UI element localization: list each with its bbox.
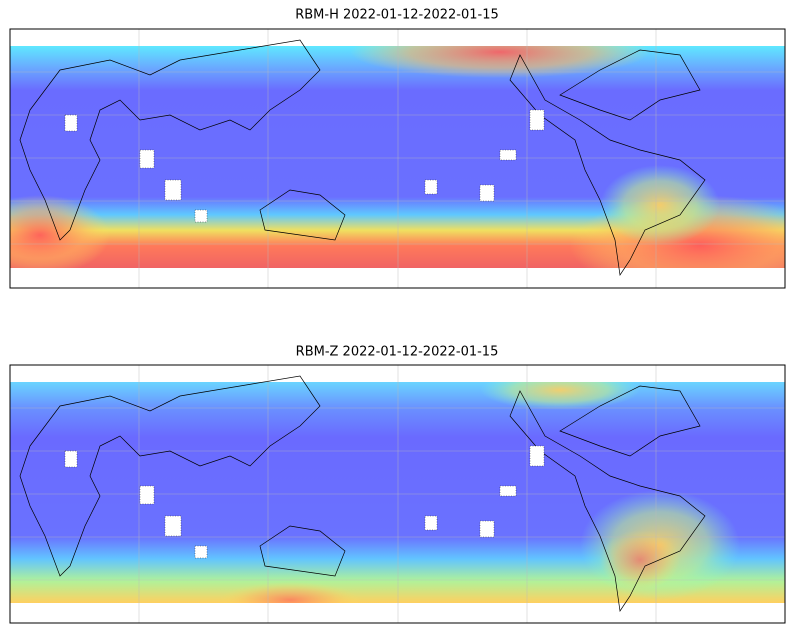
map-frame xyxy=(9,364,786,624)
coastlines xyxy=(19,375,706,612)
panel-title: RBM-H 2022-01-12-2022-01-15 xyxy=(295,8,499,23)
no-data-cells xyxy=(64,109,545,223)
grid xyxy=(10,29,785,288)
coastlines xyxy=(19,39,706,276)
data-field xyxy=(10,46,785,268)
map-panel: RBM-H 2022-01-12-2022-01-15 xyxy=(9,8,786,289)
grid xyxy=(10,365,785,623)
no-data-cells xyxy=(64,445,545,559)
panel-title: RBM-Z 2022-01-12-2022-01-15 xyxy=(296,345,499,360)
map-frame xyxy=(9,28,786,289)
map-panel: RBM-Z 2022-01-12-2022-01-15 xyxy=(9,345,786,624)
